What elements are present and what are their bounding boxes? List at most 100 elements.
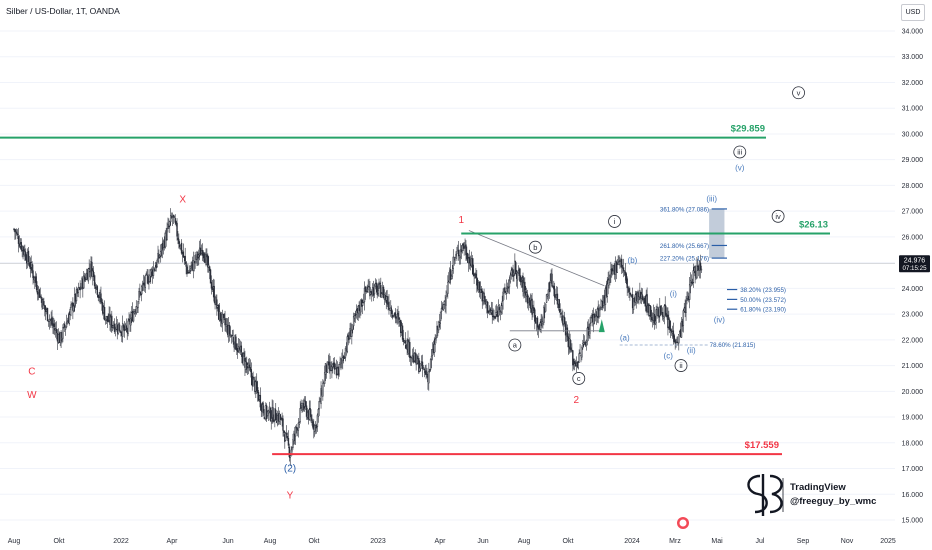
wave-label: b [533, 243, 537, 252]
candle-body [669, 328, 672, 332]
candle-body [401, 325, 404, 340]
candle-body [135, 306, 137, 314]
candle-body [606, 283, 608, 297]
candle-body [180, 242, 183, 254]
candle-body [287, 437, 290, 446]
candle-body [148, 281, 150, 283]
candle-body [344, 348, 347, 358]
candle-body [502, 291, 504, 302]
candle-body [331, 366, 333, 371]
watermark: TradingView @freeguy_by_wmc [747, 474, 876, 516]
candle-body [447, 282, 449, 294]
candle-body [62, 327, 64, 339]
candle-body [125, 325, 128, 330]
candle-body [188, 272, 190, 274]
candle-body [168, 225, 170, 228]
wave-label: X [179, 194, 186, 205]
candle-body [14, 229, 16, 233]
candle-body [95, 284, 98, 288]
watermark-handle: @freeguy_by_wmc [790, 496, 876, 507]
candle-body [539, 322, 541, 330]
candle-body [419, 363, 422, 369]
candle-body [486, 301, 489, 313]
candle-body [475, 273, 477, 279]
candle-body [87, 268, 89, 282]
price-tick-label: 17.000 [902, 466, 924, 473]
candle-body [144, 275, 147, 288]
candle-body [554, 288, 556, 298]
candlestick-series [13, 208, 703, 466]
candle-body [688, 284, 691, 300]
currency-button[interactable]: USD [901, 4, 925, 21]
candle-body [589, 323, 591, 334]
candle-body [452, 256, 454, 270]
price-tick-label: 18.000 [902, 440, 924, 447]
candle-body [269, 407, 272, 421]
candle-body [699, 262, 702, 270]
candle-body [22, 246, 24, 252]
candle-body [185, 261, 187, 267]
candle-body [219, 312, 222, 321]
price-tick-label: 20.000 [902, 389, 924, 396]
candle-body [509, 274, 512, 283]
candle-body [213, 285, 215, 302]
candle-body [169, 221, 171, 227]
wave-circle [674, 359, 688, 372]
wave-label: (iii) [706, 194, 717, 203]
candle-body [519, 275, 521, 282]
wave-labels: XCW(2)Y12abciiiiiiivv(a)(b)(c)(i)(ii)(ii… [27, 86, 805, 501]
candle-body [60, 331, 62, 342]
candle-body [178, 239, 180, 244]
key-level-label: $29.859 [731, 124, 765, 135]
wave-label: iv [775, 212, 781, 221]
price-tick-label: 31.000 [902, 106, 924, 113]
candle-body [460, 249, 463, 253]
candle-body [438, 321, 440, 331]
wave-label: (i) [670, 290, 677, 299]
wave-label: (2) [284, 464, 296, 475]
candle-body [176, 222, 178, 237]
candle-body [458, 249, 460, 257]
candle-body [461, 245, 464, 251]
wave-label: i [614, 217, 616, 226]
candle-body [487, 310, 490, 313]
price-tick-label: 21.000 [902, 363, 924, 370]
wave-circle [508, 338, 522, 352]
key-level-label: $17.559 [745, 440, 779, 451]
wave-label: v [797, 88, 801, 97]
candle-body [674, 340, 676, 344]
price-tick-label: 22.000 [902, 337, 924, 344]
candle-body [248, 364, 251, 368]
candle-body [549, 282, 551, 291]
candle-body [497, 305, 500, 317]
candle-body [582, 343, 584, 349]
candle-body [242, 353, 244, 365]
candle-body [100, 293, 102, 303]
candle-body [665, 312, 667, 316]
candle-body [449, 269, 452, 281]
fib-label: 50.00% (23.572) [740, 297, 786, 304]
candle-body [553, 285, 555, 290]
candle-body [298, 422, 301, 425]
candle-body [209, 269, 212, 284]
candle-body [352, 324, 354, 331]
candle-body [598, 309, 600, 318]
candle-body [38, 289, 41, 298]
wave-label: (b) [628, 256, 638, 265]
candle-body [419, 367, 421, 372]
candle-body [619, 260, 621, 262]
key-level-label: $26.13 [799, 220, 828, 231]
time-tick-label: 2024 [624, 538, 640, 545]
candle-body [121, 323, 124, 337]
candle-body [507, 287, 510, 289]
wave-label: Y [287, 490, 294, 501]
candle-body [216, 299, 218, 309]
candle-body [483, 292, 485, 299]
candle-body [147, 276, 149, 284]
candle-body [560, 313, 562, 315]
candle-body [700, 268, 703, 271]
candle-body [156, 260, 158, 267]
candle-body [689, 280, 692, 287]
candle-body [362, 302, 364, 306]
